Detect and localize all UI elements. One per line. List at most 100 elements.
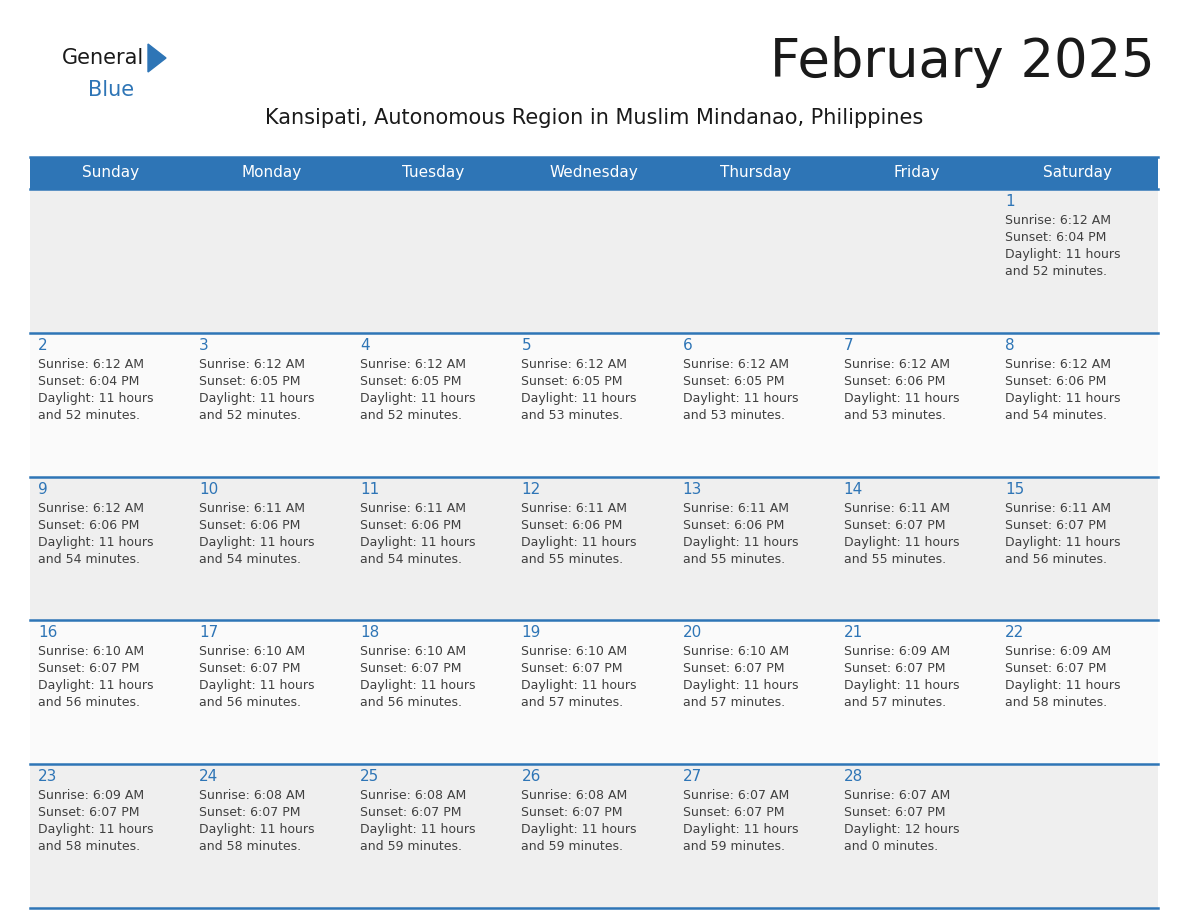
Text: Daylight: 11 hours: Daylight: 11 hours xyxy=(38,823,153,836)
Text: Daylight: 11 hours: Daylight: 11 hours xyxy=(38,535,153,549)
Text: Sunrise: 6:12 AM: Sunrise: 6:12 AM xyxy=(200,358,305,371)
Bar xyxy=(513,764,675,908)
Text: and 57 minutes.: and 57 minutes. xyxy=(683,697,785,710)
Text: and 52 minutes.: and 52 minutes. xyxy=(38,409,140,421)
Text: Sunrise: 6:12 AM: Sunrise: 6:12 AM xyxy=(1005,358,1111,371)
Text: Sunrise: 6:08 AM: Sunrise: 6:08 AM xyxy=(360,789,467,802)
Text: Tuesday: Tuesday xyxy=(402,165,465,181)
Bar xyxy=(513,476,675,621)
Bar xyxy=(353,333,513,476)
Text: and 0 minutes.: and 0 minutes. xyxy=(843,840,937,853)
Text: Sunrise: 6:08 AM: Sunrise: 6:08 AM xyxy=(200,789,305,802)
Text: Daylight: 11 hours: Daylight: 11 hours xyxy=(843,679,959,692)
Bar xyxy=(997,157,1158,189)
Text: Sunset: 6:07 PM: Sunset: 6:07 PM xyxy=(38,806,139,819)
Text: Sunset: 6:07 PM: Sunset: 6:07 PM xyxy=(360,663,462,676)
Text: Sunset: 6:06 PM: Sunset: 6:06 PM xyxy=(522,519,623,532)
Text: and 57 minutes.: and 57 minutes. xyxy=(843,697,946,710)
Bar xyxy=(191,189,353,333)
Bar xyxy=(353,189,513,333)
Text: Sunrise: 6:09 AM: Sunrise: 6:09 AM xyxy=(843,645,950,658)
Text: Daylight: 11 hours: Daylight: 11 hours xyxy=(1005,679,1120,692)
Text: Sunrise: 6:12 AM: Sunrise: 6:12 AM xyxy=(1005,214,1111,227)
Text: Sunset: 6:07 PM: Sunset: 6:07 PM xyxy=(843,519,946,532)
Text: Sunrise: 6:11 AM: Sunrise: 6:11 AM xyxy=(843,501,949,515)
Text: Sunrise: 6:10 AM: Sunrise: 6:10 AM xyxy=(683,645,789,658)
Bar xyxy=(997,476,1158,621)
Text: and 56 minutes.: and 56 minutes. xyxy=(200,697,301,710)
Text: Sunset: 6:07 PM: Sunset: 6:07 PM xyxy=(200,663,301,676)
Text: Sunset: 6:07 PM: Sunset: 6:07 PM xyxy=(360,806,462,819)
Text: Daylight: 11 hours: Daylight: 11 hours xyxy=(360,679,475,692)
Bar xyxy=(191,333,353,476)
Text: Thursday: Thursday xyxy=(720,165,791,181)
Text: 28: 28 xyxy=(843,769,862,784)
Text: Sunset: 6:07 PM: Sunset: 6:07 PM xyxy=(1005,663,1106,676)
Bar xyxy=(835,621,997,764)
Text: Sunset: 6:07 PM: Sunset: 6:07 PM xyxy=(38,663,139,676)
Text: Daylight: 11 hours: Daylight: 11 hours xyxy=(360,392,475,405)
Text: Daylight: 11 hours: Daylight: 11 hours xyxy=(522,823,637,836)
Text: and 53 minutes.: and 53 minutes. xyxy=(522,409,624,421)
Bar xyxy=(30,189,191,333)
Text: and 54 minutes.: and 54 minutes. xyxy=(1005,409,1107,421)
Text: 24: 24 xyxy=(200,769,219,784)
Text: Daylight: 11 hours: Daylight: 11 hours xyxy=(683,679,798,692)
Text: Sunrise: 6:11 AM: Sunrise: 6:11 AM xyxy=(683,501,789,515)
Text: 2: 2 xyxy=(38,338,48,353)
Text: 26: 26 xyxy=(522,769,541,784)
Text: Sunset: 6:05 PM: Sunset: 6:05 PM xyxy=(522,375,623,387)
Text: February 2025: February 2025 xyxy=(770,36,1155,88)
Text: Daylight: 11 hours: Daylight: 11 hours xyxy=(38,392,153,405)
Text: Daylight: 11 hours: Daylight: 11 hours xyxy=(1005,392,1120,405)
Text: Sunset: 6:07 PM: Sunset: 6:07 PM xyxy=(843,663,946,676)
Text: Daylight: 11 hours: Daylight: 11 hours xyxy=(683,823,798,836)
Text: Sunset: 6:06 PM: Sunset: 6:06 PM xyxy=(38,519,139,532)
Text: and 58 minutes.: and 58 minutes. xyxy=(200,840,302,853)
Text: Daylight: 11 hours: Daylight: 11 hours xyxy=(200,392,315,405)
Text: 20: 20 xyxy=(683,625,702,641)
Text: Sunrise: 6:12 AM: Sunrise: 6:12 AM xyxy=(683,358,789,371)
Text: 14: 14 xyxy=(843,482,862,497)
Text: Sunrise: 6:11 AM: Sunrise: 6:11 AM xyxy=(522,501,627,515)
Text: Daylight: 11 hours: Daylight: 11 hours xyxy=(200,679,315,692)
Bar xyxy=(191,157,353,189)
Text: and 56 minutes.: and 56 minutes. xyxy=(1005,553,1107,565)
Text: 6: 6 xyxy=(683,338,693,353)
Text: Sunrise: 6:10 AM: Sunrise: 6:10 AM xyxy=(360,645,467,658)
Bar xyxy=(353,157,513,189)
Text: and 58 minutes.: and 58 minutes. xyxy=(1005,697,1107,710)
Text: 10: 10 xyxy=(200,482,219,497)
Text: Daylight: 11 hours: Daylight: 11 hours xyxy=(200,823,315,836)
Text: Sunrise: 6:10 AM: Sunrise: 6:10 AM xyxy=(522,645,627,658)
Text: 17: 17 xyxy=(200,625,219,641)
Text: 22: 22 xyxy=(1005,625,1024,641)
Text: and 56 minutes.: and 56 minutes. xyxy=(38,697,140,710)
Bar xyxy=(835,189,997,333)
Text: Sunset: 6:07 PM: Sunset: 6:07 PM xyxy=(843,806,946,819)
Bar xyxy=(513,189,675,333)
Bar xyxy=(191,764,353,908)
Text: 8: 8 xyxy=(1005,338,1015,353)
Text: 13: 13 xyxy=(683,482,702,497)
Text: Sunrise: 6:08 AM: Sunrise: 6:08 AM xyxy=(522,789,627,802)
Text: Sunrise: 6:12 AM: Sunrise: 6:12 AM xyxy=(522,358,627,371)
Text: and 59 minutes.: and 59 minutes. xyxy=(360,840,462,853)
Text: Daylight: 11 hours: Daylight: 11 hours xyxy=(522,535,637,549)
Text: and 53 minutes.: and 53 minutes. xyxy=(683,409,784,421)
Text: and 53 minutes.: and 53 minutes. xyxy=(843,409,946,421)
Text: Daylight: 11 hours: Daylight: 11 hours xyxy=(843,535,959,549)
Bar xyxy=(353,476,513,621)
Text: Daylight: 11 hours: Daylight: 11 hours xyxy=(360,535,475,549)
Text: Friday: Friday xyxy=(893,165,940,181)
Text: Saturday: Saturday xyxy=(1043,165,1112,181)
Bar xyxy=(675,333,835,476)
Text: and 59 minutes.: and 59 minutes. xyxy=(683,840,784,853)
Text: 4: 4 xyxy=(360,338,369,353)
Bar xyxy=(513,333,675,476)
Text: Daylight: 11 hours: Daylight: 11 hours xyxy=(843,392,959,405)
Text: Sunset: 6:05 PM: Sunset: 6:05 PM xyxy=(683,375,784,387)
Text: 25: 25 xyxy=(360,769,379,784)
Text: Sunday: Sunday xyxy=(82,165,139,181)
Text: 7: 7 xyxy=(843,338,853,353)
